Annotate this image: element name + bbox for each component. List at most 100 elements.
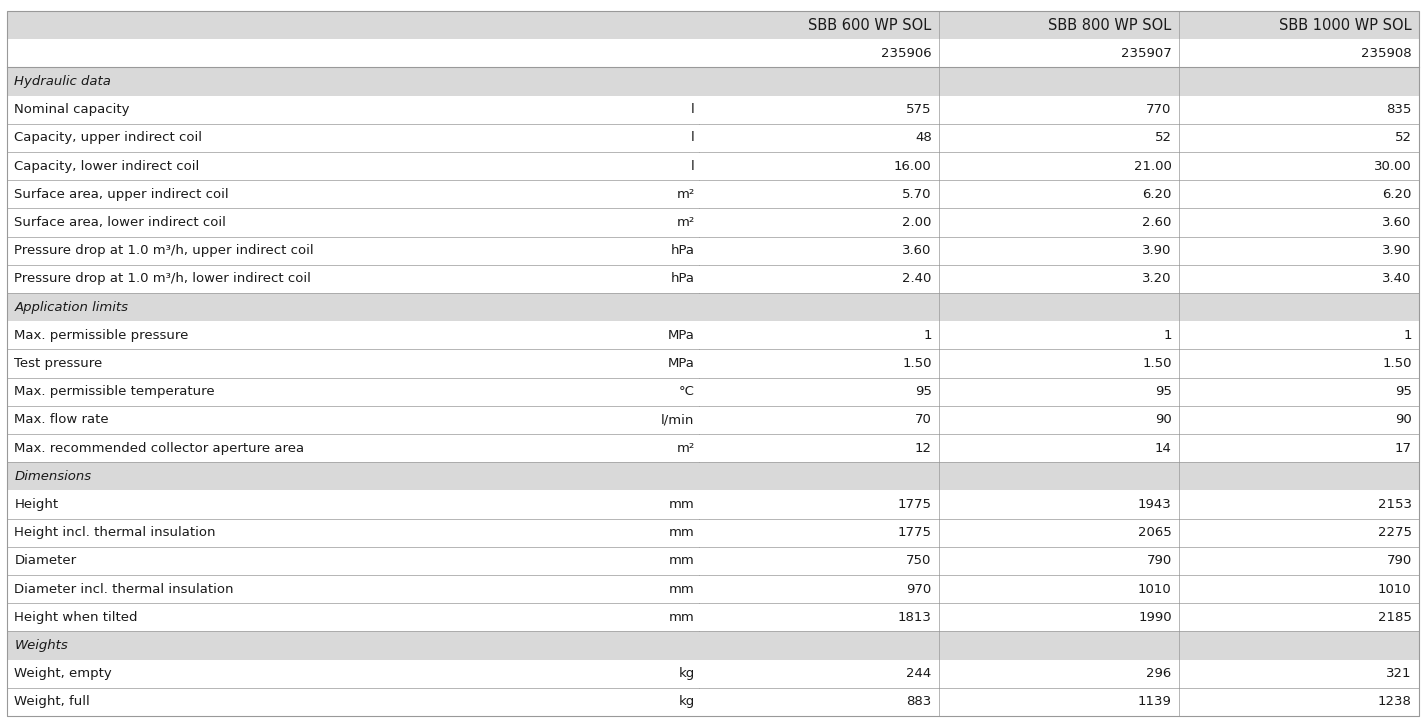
Text: Max. permissible pressure: Max. permissible pressure	[14, 329, 188, 342]
Text: Height when tilted: Height when tilted	[14, 611, 138, 624]
Text: Test pressure: Test pressure	[14, 357, 103, 370]
Text: 970: 970	[907, 582, 931, 595]
Bar	[7, 491, 1419, 518]
Text: 95: 95	[1155, 385, 1172, 398]
Bar	[7, 575, 1419, 603]
Bar	[7, 39, 1419, 68]
Bar	[7, 152, 1419, 180]
Text: Surface area, upper indirect coil: Surface area, upper indirect coil	[14, 188, 230, 201]
Text: 2065: 2065	[1138, 526, 1172, 539]
Text: 3.60: 3.60	[1382, 216, 1412, 229]
Text: Capacity, lower indirect coil: Capacity, lower indirect coil	[14, 159, 200, 172]
Text: Weights: Weights	[14, 639, 68, 652]
Text: hPa: hPa	[670, 273, 694, 286]
Text: 6.20: 6.20	[1382, 188, 1412, 201]
Bar	[7, 124, 1419, 152]
Text: 244: 244	[907, 667, 931, 680]
Text: MPa: MPa	[667, 329, 694, 342]
Text: Capacity, upper indirect coil: Capacity, upper indirect coil	[14, 132, 202, 145]
Text: 3.20: 3.20	[1142, 273, 1172, 286]
Text: Height: Height	[14, 498, 58, 511]
Text: 52: 52	[1155, 132, 1172, 145]
Text: l/min: l/min	[662, 414, 694, 427]
Text: 3.90: 3.90	[1382, 244, 1412, 257]
Bar	[7, 95, 1419, 124]
Text: Diameter incl. thermal insulation: Diameter incl. thermal insulation	[14, 582, 234, 595]
Text: 21.00: 21.00	[1134, 159, 1172, 172]
Text: 296: 296	[1147, 667, 1172, 680]
Text: °C: °C	[679, 385, 694, 398]
Text: 70: 70	[915, 414, 931, 427]
Bar	[7, 350, 1419, 377]
Text: 3.60: 3.60	[903, 244, 931, 257]
Text: Application limits: Application limits	[14, 300, 128, 313]
Bar	[7, 688, 1419, 716]
Text: 790: 790	[1386, 555, 1412, 568]
Bar	[7, 632, 1419, 659]
Text: 2.60: 2.60	[1142, 216, 1172, 229]
Text: 90: 90	[1395, 414, 1412, 427]
Bar	[7, 406, 1419, 434]
Text: l: l	[690, 132, 694, 145]
Text: Pressure drop at 1.0 m³/h, upper indirect coil: Pressure drop at 1.0 m³/h, upper indirec…	[14, 244, 314, 257]
Text: 3.90: 3.90	[1142, 244, 1172, 257]
Text: 1: 1	[923, 329, 931, 342]
Text: 2.00: 2.00	[903, 216, 931, 229]
Text: 95: 95	[915, 385, 931, 398]
Text: mm: mm	[669, 582, 694, 595]
Text: 1943: 1943	[1138, 498, 1172, 511]
Text: 1775: 1775	[898, 526, 931, 539]
Text: Pressure drop at 1.0 m³/h, lower indirect coil: Pressure drop at 1.0 m³/h, lower indirec…	[14, 273, 311, 286]
Text: 1238: 1238	[1378, 696, 1412, 709]
Text: 14: 14	[1155, 441, 1172, 454]
Text: 1010: 1010	[1378, 582, 1412, 595]
Text: 1139: 1139	[1138, 696, 1172, 709]
Text: Diameter: Diameter	[14, 555, 77, 568]
Text: Hydraulic data: Hydraulic data	[14, 75, 111, 88]
Text: 770: 770	[1147, 103, 1172, 116]
Text: l: l	[690, 159, 694, 172]
Text: kg: kg	[679, 696, 694, 709]
Bar	[7, 293, 1419, 321]
Text: 52: 52	[1395, 132, 1412, 145]
Text: Height incl. thermal insulation: Height incl. thermal insulation	[14, 526, 215, 539]
Text: 790: 790	[1147, 555, 1172, 568]
Text: mm: mm	[669, 555, 694, 568]
Text: 16.00: 16.00	[894, 159, 931, 172]
Text: 321: 321	[1386, 667, 1412, 680]
Text: 575: 575	[907, 103, 931, 116]
Text: 12: 12	[914, 441, 931, 454]
Text: 235907: 235907	[1121, 47, 1172, 60]
Text: 750: 750	[907, 555, 931, 568]
Text: mm: mm	[669, 611, 694, 624]
Text: 1010: 1010	[1138, 582, 1172, 595]
Text: 1.50: 1.50	[1142, 357, 1172, 370]
Text: 6.20: 6.20	[1142, 188, 1172, 201]
Text: 2.40: 2.40	[903, 273, 931, 286]
Text: m²: m²	[676, 216, 694, 229]
Text: hPa: hPa	[670, 244, 694, 257]
Text: SBB 800 WP SOL: SBB 800 WP SOL	[1048, 17, 1172, 33]
Text: 30.00: 30.00	[1375, 159, 1412, 172]
Text: 1990: 1990	[1138, 611, 1172, 624]
Text: m²: m²	[676, 441, 694, 454]
Bar	[7, 68, 1419, 95]
Text: 1813: 1813	[898, 611, 931, 624]
Bar	[7, 377, 1419, 406]
Text: kg: kg	[679, 667, 694, 680]
Text: 90: 90	[1155, 414, 1172, 427]
Text: Max. recommended collector aperture area: Max. recommended collector aperture area	[14, 441, 304, 454]
Text: Weight, full: Weight, full	[14, 696, 90, 709]
Text: MPa: MPa	[667, 357, 694, 370]
Text: Weight, empty: Weight, empty	[14, 667, 113, 680]
Bar	[7, 434, 1419, 462]
Text: Max. flow rate: Max. flow rate	[14, 414, 108, 427]
Text: mm: mm	[669, 526, 694, 539]
Text: 5.70: 5.70	[903, 188, 931, 201]
Text: 2153: 2153	[1378, 498, 1412, 511]
Bar	[7, 659, 1419, 688]
Text: mm: mm	[669, 498, 694, 511]
Text: Surface area, lower indirect coil: Surface area, lower indirect coil	[14, 216, 227, 229]
Bar	[7, 603, 1419, 632]
Text: 95: 95	[1395, 385, 1412, 398]
